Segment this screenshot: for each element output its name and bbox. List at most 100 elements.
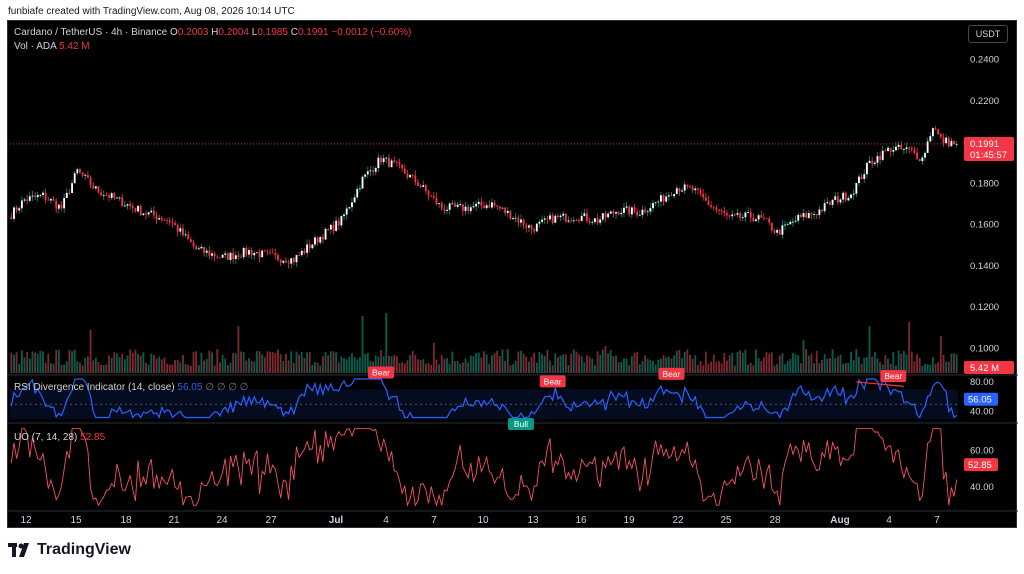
x-tick-label: 16 xyxy=(575,515,587,526)
volume-bar xyxy=(443,359,446,373)
candle-body xyxy=(596,218,599,223)
chart-canvas[interactable]: 0.24000.22000.20000.18000.16000.14000.12… xyxy=(8,21,1018,529)
uo-label[interactable]: UO (7, 14, 28) xyxy=(14,432,78,443)
candle-body xyxy=(712,206,715,208)
candle-body xyxy=(364,174,367,177)
candle-body xyxy=(337,220,340,226)
volume-label[interactable]: Vol · ADA xyxy=(14,41,57,52)
volume-bar xyxy=(538,352,541,373)
last-price-tag xyxy=(964,136,1014,161)
candle-body xyxy=(63,197,66,209)
volume-bar xyxy=(847,362,850,373)
candle-body xyxy=(427,191,430,196)
candle-body xyxy=(163,219,166,221)
volume-bar xyxy=(327,355,330,373)
x-tick-label: 10 xyxy=(477,515,489,526)
volume-bar xyxy=(549,360,551,373)
x-tick-label: 4 xyxy=(383,515,389,526)
volume-bar xyxy=(784,364,786,373)
candle-body xyxy=(512,218,514,220)
candle-body xyxy=(702,193,705,198)
candle-body xyxy=(321,237,324,240)
volume-bar xyxy=(496,350,499,373)
candle-body xyxy=(147,212,150,215)
candle-body xyxy=(879,156,882,160)
change-value: −0.0012 (−0.60%) xyxy=(331,27,412,38)
volume-bar xyxy=(892,351,895,373)
rsi-placeholders: ∅ ∅ ∅ ∅ xyxy=(205,382,249,393)
candle-body xyxy=(776,230,779,233)
volume-bar xyxy=(839,354,842,373)
candle-body xyxy=(607,213,610,218)
volume-bar xyxy=(865,357,868,373)
candle-body xyxy=(94,186,97,189)
volume-bar xyxy=(609,350,612,373)
candle-body xyxy=(335,220,338,232)
volume-bar xyxy=(591,358,594,373)
candle-body xyxy=(477,201,480,204)
candle-body xyxy=(229,252,232,260)
symbol-title[interactable]: Cardano / TetherUS · 4h · Binance xyxy=(14,27,168,38)
volume-bar xyxy=(657,359,660,373)
candle-body xyxy=(554,215,557,223)
candle-body xyxy=(47,199,50,201)
volume-bar xyxy=(749,362,752,373)
candle-body xyxy=(300,250,303,256)
volume-bar xyxy=(836,356,839,373)
candle-body xyxy=(889,147,892,152)
candle-body xyxy=(630,207,633,215)
volume-bar xyxy=(762,357,765,373)
chart-panel[interactable]: 0.24000.22000.20000.18000.16000.14000.12… xyxy=(7,20,1018,529)
volume-last-tag xyxy=(964,361,1014,374)
candle-body xyxy=(557,215,559,218)
candle-body xyxy=(731,214,734,217)
volume-bar xyxy=(776,363,779,373)
volume-bar xyxy=(287,360,290,373)
volume-bar xyxy=(31,351,34,373)
volume-bar xyxy=(681,358,683,373)
volume-bar xyxy=(815,350,818,373)
volume-bar xyxy=(261,354,264,373)
volume-bar xyxy=(673,355,676,373)
candle-body xyxy=(947,137,950,147)
x-tick-label: Aug xyxy=(830,515,849,526)
volume-bar xyxy=(593,365,596,373)
candle-body xyxy=(831,199,834,205)
volume-bar xyxy=(242,352,245,373)
candle-body xyxy=(366,171,369,175)
candle-body xyxy=(446,209,448,211)
volume-bar xyxy=(889,363,892,373)
candle-body xyxy=(263,250,266,252)
volume-bar xyxy=(805,349,808,373)
candle-body xyxy=(274,253,277,256)
rsi-signal-badge xyxy=(539,375,566,388)
candles-layer xyxy=(10,125,958,373)
volume-bar xyxy=(189,365,192,373)
currency-button[interactable]: USDT xyxy=(968,25,1008,43)
x-tick-label: 27 xyxy=(265,515,277,526)
candle-body xyxy=(372,170,375,172)
volume-bar xyxy=(797,355,800,373)
volume-bar xyxy=(522,353,525,373)
candle-body xyxy=(469,207,472,212)
candle-body xyxy=(219,257,221,259)
candle-body xyxy=(620,212,623,215)
volume-bar xyxy=(459,363,462,373)
candle-body xyxy=(248,250,250,255)
volume-bar xyxy=(388,355,390,373)
candle-body xyxy=(160,218,163,220)
volume-bar xyxy=(641,360,644,373)
volume-bar xyxy=(163,357,166,373)
candle-body xyxy=(182,228,184,236)
candle-body xyxy=(332,224,335,232)
rsi-label[interactable]: RSI Divergence Indicator (14, close) xyxy=(14,382,175,393)
price-tick-label: 0.2200 xyxy=(970,96,999,107)
volume-bar xyxy=(147,364,150,373)
candle-body xyxy=(939,134,942,138)
candle-body xyxy=(89,177,92,186)
volume-bar xyxy=(530,356,533,373)
volume-last-label: 5.42 M xyxy=(970,363,999,374)
x-tick-label: 7 xyxy=(431,515,437,526)
volume-bar xyxy=(939,335,942,373)
volume-bar xyxy=(881,364,884,373)
